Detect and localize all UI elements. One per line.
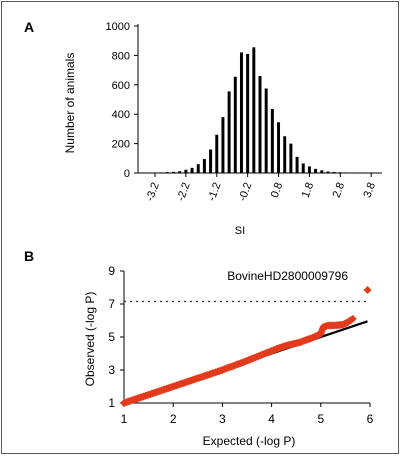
panel-b-label: B [24,248,34,264]
x-tick-label: -1.2 [206,181,224,203]
panel-b-y-axis-label: Observed (-log P) [83,292,97,387]
histogram-bar [239,52,243,173]
y-tick-label: 400 [112,109,130,121]
y-tick-label: 800 [112,50,130,62]
x-tick-label: 5 [317,412,324,426]
x-tick-label: -2.2 [175,181,193,203]
y-tick-label: 9 [108,264,115,278]
y-tick-label: 7 [108,297,115,311]
histogram-bar [178,171,182,173]
histogram-bar [252,47,256,174]
y-tick-label: 600 [112,80,130,92]
histogram-bar [233,76,237,173]
x-tick-label: 3 [219,412,226,426]
y-tick-label: 1 [108,396,115,410]
histogram-bar [209,149,213,173]
x-tick-label: 6 [367,412,374,426]
x-tick-label: 2 [170,412,177,426]
histogram-bar [264,88,268,173]
x-tick-label: 1.8 [300,181,317,199]
x-tick-label: 3.8 [362,181,379,199]
y-tick-label: 3 [108,363,115,377]
figure-svg: A Number of animals SI 0 200 400 600 800 1000… [24,19,382,448]
histogram-bar [221,117,225,173]
x-tick-label: 0.8 [269,181,286,199]
histogram-bar [172,171,176,173]
histogram-bar [190,167,194,173]
panel-a-x-axis-label: SI [235,225,245,237]
histogram-bar [307,166,311,173]
x-tick-label: -3.2 [144,181,162,203]
histogram-bar [246,53,250,173]
histogram-bar [314,168,318,173]
x-tick-label: 4 [268,412,275,426]
histogram-bar [283,136,287,173]
x-tick-label: 2.8 [331,181,348,199]
y-tick-label: 200 [112,139,130,151]
y-tick-label: 5 [108,330,115,344]
x-tick-label: 1 [121,412,128,426]
qq-point [348,314,357,323]
histogram-bar [295,156,299,173]
x-tick-label: -0.2 [237,181,255,203]
y-tick-label: 0 [124,168,130,180]
qq-point [363,285,372,294]
histogram-bar [289,143,293,173]
histogram-bar [215,134,219,173]
snp-annotation: BovineHD2800009796 [227,269,348,283]
y-tick-label: 1000 [106,21,130,33]
histogram-bar [227,91,231,173]
panel-a-y-axis-label: Number of animals [63,53,77,154]
histogram-bar [320,170,324,173]
histogram-bar [332,171,336,173]
histogram-bar [270,109,274,173]
histogram-bar [301,163,305,173]
panel-b-axes: 1 3 5 7 9 1 2 3 4 5 6 [108,264,373,426]
panel-b-points [120,285,372,407]
histogram-bar [277,122,281,173]
figure-frame: A Number of animals SI 0 200 400 600 800 1000… [1,1,399,454]
histogram-bar [184,169,188,173]
panel-a-axes: 0 200 400 600 800 1000 -3.2 -2.2 -1.2 -0.2 0.8 1.8 2… [106,21,382,203]
panel-b-x-axis-label: Expected (-log P) [203,434,296,448]
histogram-bar [196,164,200,173]
histogram-bar [326,171,330,173]
panel-a-bars [141,47,379,174]
panel-b: B Observed (-log P) Expected (-log P) Bo… [24,248,374,448]
panel-a-label: A [24,19,34,35]
panel-a: A Number of animals SI 0 200 400 600 800 1000… [24,19,382,237]
histogram-bar [202,159,206,173]
histogram-bar [258,75,262,173]
